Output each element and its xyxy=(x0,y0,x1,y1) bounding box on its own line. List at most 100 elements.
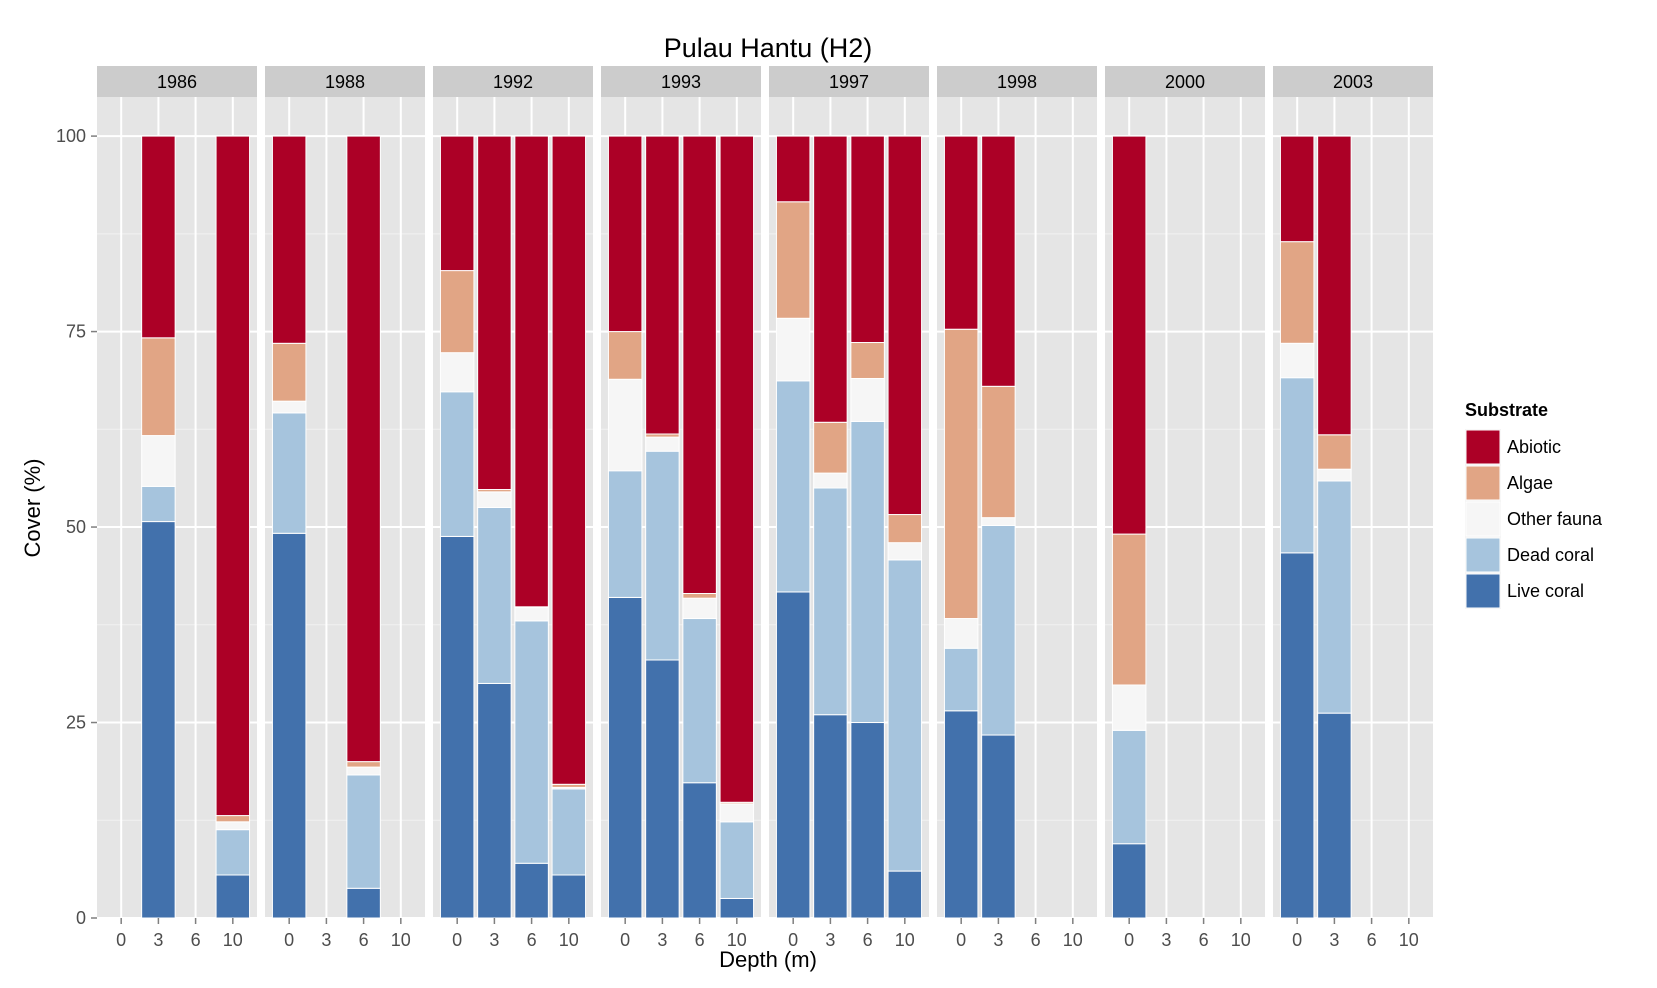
facet-strip xyxy=(601,66,761,97)
bar-segment-other-fauna xyxy=(514,607,549,622)
facet-panel-1986: 1986 0 3 6 10 xyxy=(97,66,257,950)
facet-strip-label: 2000 xyxy=(1165,72,1205,92)
bar-segment-dead-coral xyxy=(215,829,251,876)
bar-segment-abiotic xyxy=(215,135,251,817)
x-tick-label: 6 xyxy=(863,930,873,950)
facet-panel-1998: 1998 0 3 6 10 xyxy=(937,66,1097,950)
bar-segment-live-coral xyxy=(645,659,680,919)
facet-strip xyxy=(1105,66,1265,97)
x-tick-label: 0 xyxy=(1124,930,1134,950)
bar-segment-algae xyxy=(813,421,848,474)
x-tick-label: 10 xyxy=(895,930,915,950)
bar-segment-live-coral xyxy=(682,782,717,919)
x-tick-label: 10 xyxy=(559,930,579,950)
legend-swatch-dead-coral xyxy=(1465,537,1501,573)
x-tick-label: 0 xyxy=(956,930,966,950)
bar-segment-abiotic xyxy=(943,135,979,330)
bar-segment-other-fauna xyxy=(346,766,381,776)
y-tick-label: 50 xyxy=(66,517,86,537)
x-tick-label: 6 xyxy=(1367,930,1377,950)
bar-segment-other-fauna xyxy=(439,352,475,393)
bar-segment-live-coral xyxy=(346,887,381,919)
bar-segment-dead-coral xyxy=(943,647,979,712)
bar-segment-dead-coral xyxy=(775,380,811,593)
bar-segment-algae xyxy=(607,331,643,380)
facet-strip xyxy=(1273,66,1433,97)
bar-segment-other-fauna xyxy=(943,618,979,649)
bar-segment-abiotic xyxy=(775,135,811,203)
facet-strip-label: 1997 xyxy=(829,72,869,92)
facet-strip xyxy=(769,66,929,97)
bar-segment-dead-coral xyxy=(813,487,848,716)
bar-segment-live-coral xyxy=(1317,712,1352,919)
bar-segment-live-coral xyxy=(439,535,475,919)
bar-segment-abiotic xyxy=(719,135,755,803)
bar-segment-abiotic xyxy=(1111,135,1147,535)
x-tick-label: 6 xyxy=(1031,930,1041,950)
x-tick-label: 10 xyxy=(727,930,747,950)
facet-strip xyxy=(265,66,425,97)
bar-segment-dead-coral xyxy=(887,559,923,872)
x-tick-label: 10 xyxy=(1231,930,1251,950)
legend-swatch-algae xyxy=(1465,465,1501,501)
bar-segment-abiotic xyxy=(514,135,549,608)
facet-strip-label: 1998 xyxy=(997,72,1037,92)
legend-label: Dead coral xyxy=(1507,545,1594,565)
bar-segment-algae xyxy=(1279,241,1315,344)
bar-segment-abiotic xyxy=(813,135,848,423)
x-tick-label: 3 xyxy=(1161,930,1171,950)
facet-panel-1997: 1997 0 3 6 10 xyxy=(769,66,929,950)
facet-strip-label: 1988 xyxy=(325,72,365,92)
bar-segment-other-fauna xyxy=(775,317,811,382)
bar-segment-dead-coral xyxy=(645,450,680,661)
bar-segment-dead-coral xyxy=(551,788,587,876)
chart-title: Pulau Hantu (H2) xyxy=(664,33,873,63)
bar-segment-other-fauna xyxy=(1317,468,1352,482)
bar-segment-abiotic xyxy=(439,135,475,272)
y-tick-label: 100 xyxy=(56,126,86,146)
y-tick-label: 0 xyxy=(76,908,86,928)
legend-label: Abiotic xyxy=(1507,437,1561,457)
bar-segment-live-coral xyxy=(215,874,251,919)
bar-segment-dead-coral xyxy=(477,507,512,684)
bar-segment-live-coral xyxy=(850,722,885,919)
bar-segment-other-fauna xyxy=(607,378,643,472)
x-tick-label: 3 xyxy=(489,930,499,950)
bar-segment-abiotic xyxy=(682,135,717,595)
y-axis-label: Cover (%) xyxy=(20,458,45,557)
x-tick-label: 3 xyxy=(825,930,835,950)
x-tick-label: 10 xyxy=(223,930,243,950)
facet-strip-label: 1992 xyxy=(493,72,533,92)
legend-title: Substrate xyxy=(1465,400,1548,420)
facet-strip xyxy=(937,66,1097,97)
bar-segment-abiotic xyxy=(981,135,1016,387)
y-tick-label: 25 xyxy=(66,713,86,733)
x-tick-label: 10 xyxy=(391,930,411,950)
bar-segment-dead-coral xyxy=(141,485,176,523)
x-tick-label: 0 xyxy=(620,930,630,950)
bar-segment-other-fauna xyxy=(719,803,755,823)
bar-segment-abiotic xyxy=(607,135,643,333)
bar-segment-abiotic xyxy=(1317,135,1352,436)
bar-segment-algae xyxy=(775,201,811,319)
x-tick-label: 3 xyxy=(153,930,163,950)
bar-segment-live-coral xyxy=(981,734,1016,919)
bar-segment-live-coral xyxy=(607,596,643,919)
bar-segment-abiotic xyxy=(1279,135,1315,243)
facet-panel-2003: 2003 0 3 6 10 xyxy=(1273,66,1433,950)
bar-segment-dead-coral xyxy=(514,620,549,864)
legend-label: Other fauna xyxy=(1507,509,1603,529)
bar-segment-algae xyxy=(887,514,923,544)
facet-strip xyxy=(433,66,593,97)
bar-segment-live-coral xyxy=(477,682,512,919)
facet-strip-label: 1986 xyxy=(157,72,197,92)
facet-panel-1993: 1993 0 3 6 10 xyxy=(601,66,761,950)
bar-segment-live-coral xyxy=(551,874,587,919)
bar-segment-live-coral xyxy=(141,521,176,919)
facet-panel-1988: 1988 0 3 6 10 xyxy=(265,66,425,950)
bar-segment-abiotic xyxy=(477,135,512,491)
bar-segment-live-coral xyxy=(1111,843,1147,919)
bar-segment-dead-coral xyxy=(1279,377,1315,554)
x-tick-label: 0 xyxy=(452,930,462,950)
